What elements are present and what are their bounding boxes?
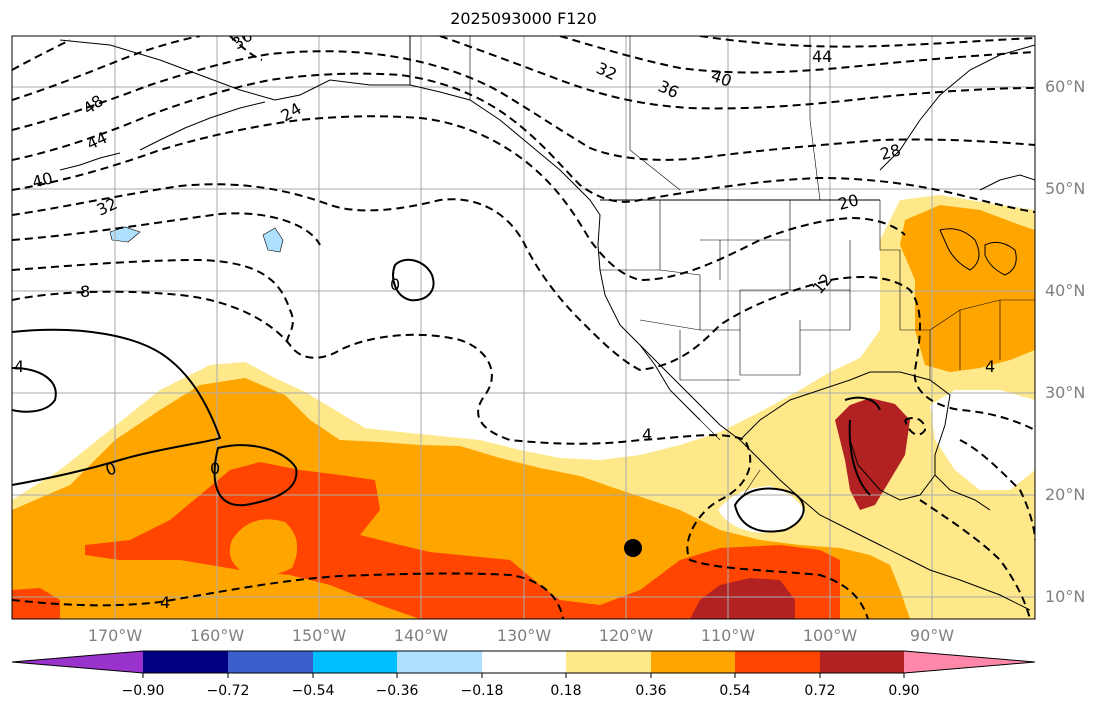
colorbar-tick-label: −0.90 xyxy=(121,683,165,699)
shade-orange-us xyxy=(900,205,1035,372)
colorbar-segment xyxy=(904,651,1035,673)
storm-center-marker xyxy=(624,539,642,557)
state-borders xyxy=(469,36,1035,501)
colorbar-tick-label: 0.54 xyxy=(719,683,751,699)
colorbar-segment xyxy=(482,651,566,673)
solid-contours xyxy=(12,258,881,533)
shade-redorange xyxy=(85,462,840,619)
colorbar-tick-label: 0.72 xyxy=(804,683,836,699)
lon-label: 130°W xyxy=(496,626,552,645)
contour-label: 4 xyxy=(985,357,995,376)
lon-label: 140°W xyxy=(393,626,449,645)
contour-label: 4 xyxy=(160,593,170,612)
lat-label: 50°N xyxy=(1045,179,1086,198)
map-frame xyxy=(11,35,1036,620)
contour-label: 28 xyxy=(878,140,903,164)
colorbar-segment xyxy=(735,651,820,673)
colorbar-segment xyxy=(566,651,651,673)
colorbar-tick-label: 0.36 xyxy=(635,683,667,699)
dashed-contours xyxy=(12,36,1035,619)
contour-label: 4 xyxy=(642,425,652,444)
lat-label: 60°N xyxy=(1045,77,1086,96)
colorbar-tick-label: −0.72 xyxy=(206,683,250,699)
contour-label: 0 xyxy=(390,275,400,294)
lon-label: 90°W xyxy=(909,626,955,645)
lat-label: 30°N xyxy=(1045,383,1086,402)
colorbar-segment xyxy=(820,651,904,673)
contour-label: 40 xyxy=(30,168,55,192)
colorbar-segment xyxy=(397,651,482,673)
lon-label: 120°W xyxy=(598,626,654,645)
contour-label: 44 xyxy=(812,47,832,66)
colorbar-segment xyxy=(313,651,397,673)
contour-label: 8 xyxy=(80,282,90,301)
lon-label: 100°W xyxy=(802,626,858,645)
colorbar-segment xyxy=(651,651,735,673)
colorbar-tick-label: −0.18 xyxy=(460,683,504,699)
colorbar xyxy=(11,650,1036,678)
colorbar-segment xyxy=(12,651,143,673)
colorbar-tick-label: 0.90 xyxy=(888,683,920,699)
contour-label: 20 xyxy=(836,190,861,214)
lat-label: 40°N xyxy=(1045,281,1086,300)
colorbar-tick-label: −0.36 xyxy=(375,683,419,699)
contour-label: 0 xyxy=(210,459,220,478)
contour-label: 4 xyxy=(14,357,24,376)
graticule xyxy=(12,36,1035,619)
colorbar-tick-label: 0.18 xyxy=(550,683,582,699)
lon-label: 160°W xyxy=(189,626,245,645)
colorbar-segment xyxy=(143,651,228,673)
lon-label: 170°W xyxy=(87,626,143,645)
lat-label: 20°N xyxy=(1045,485,1086,504)
lon-label: 110°W xyxy=(700,626,756,645)
map-title: 2025093000 F120 xyxy=(450,9,597,28)
shade-darkred xyxy=(690,578,795,619)
colorbar-tick-label: −0.54 xyxy=(291,683,335,699)
colorbar-segment xyxy=(228,651,313,673)
lat-label: 10°N xyxy=(1045,587,1086,606)
shade-darkred-gulf xyxy=(835,398,910,510)
lon-label: 150°W xyxy=(291,626,347,645)
